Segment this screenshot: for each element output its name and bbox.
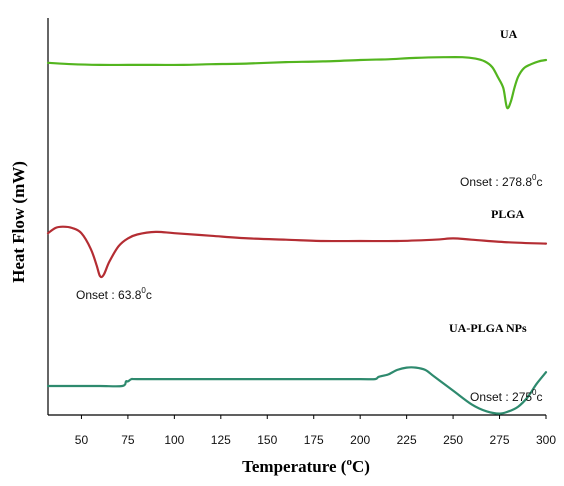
annotation-nps-sup: 0 xyxy=(532,388,537,397)
x-tick-label: 200 xyxy=(350,433,370,447)
annotation-ua-end: c xyxy=(537,175,543,189)
series-label-plga: PLGA xyxy=(491,207,525,221)
x-axis-title-sup: o xyxy=(346,456,352,468)
x-axis-title-main: Temperature ( xyxy=(242,457,347,476)
x-axis-ticks: 50 75 100 125 150 175 200 225 250 275 300 xyxy=(75,415,556,447)
x-axis-title: Temperature (oC) xyxy=(242,456,370,476)
series-line-plga xyxy=(46,225,548,279)
x-tick-label: 225 xyxy=(397,433,417,447)
annotation-ua-sup: 0 xyxy=(532,173,537,182)
x-axis-title-end: C) xyxy=(352,457,370,476)
x-tick-label: 50 xyxy=(75,433,89,447)
x-tick-label: 300 xyxy=(536,433,556,447)
annotation-nps-onset: Onset : 2750c xyxy=(470,388,543,404)
annotation-ua-onset: Onset : 278.80c xyxy=(460,173,543,189)
x-tick-label: 275 xyxy=(490,433,510,447)
annotation-plga-sup: 0 xyxy=(141,286,146,295)
annotation-nps-main: Onset : 275 xyxy=(470,390,532,404)
y-axis-title: Heat Flow (mW) xyxy=(9,161,28,283)
annotation-plga-main: Onset : 63.8 xyxy=(76,288,142,302)
annotation-nps-end: c xyxy=(537,390,543,404)
series-label-ua: UA xyxy=(500,27,518,41)
x-tick-label: 150 xyxy=(257,433,277,447)
series-line-ua-plga-nps xyxy=(46,366,548,415)
annotation-ua-main: Onset : 278.8 xyxy=(460,175,532,189)
series-line-ua xyxy=(46,55,548,110)
series-curves xyxy=(46,55,548,415)
annotation-plga-end: c xyxy=(146,288,152,302)
series-label-ua-plga-nps: UA-PLGA NPs xyxy=(449,321,527,335)
x-tick-label: 75 xyxy=(121,433,135,447)
x-tick-label: 125 xyxy=(211,433,231,447)
x-tick-label: 250 xyxy=(443,433,463,447)
x-tick-label: 100 xyxy=(164,433,184,447)
x-tick-label: 175 xyxy=(304,433,324,447)
annotation-plga-onset: Onset : 63.80c xyxy=(76,286,152,302)
